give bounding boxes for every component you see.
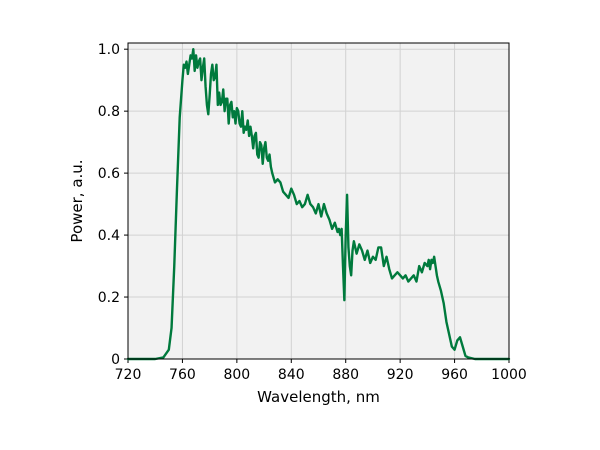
x-tick-label: 880 [332,367,359,383]
y-axis-title: Power, a.u. [68,159,86,242]
x-tick-label: 760 [169,367,196,383]
y-tick-label: 0 [111,352,120,368]
y-tick-label: 0.6 [98,166,120,182]
x-tick-label: 720 [115,367,142,383]
x-tick-label: 840 [278,367,305,383]
plot-area [127,42,510,360]
series-line [126,48,511,361]
y-tick-label: 0.4 [98,228,120,244]
x-tick-label: 920 [387,367,414,383]
y-tick-label: 0.8 [98,104,120,120]
x-tick-label: 800 [223,367,250,383]
y-tick-label: 1.0 [98,42,120,58]
x-tick-label: 1000 [491,367,527,383]
tick-labels: 720 760 800 840 880 920 960 1000 0 0.2 0.4 0.6 0.8 1.… [98,42,527,383]
x-axis-title: Wavelength, nm [257,388,380,406]
plot-border [127,42,510,360]
y-tick-label: 0.2 [98,290,120,306]
x-tick-label: 960 [441,367,468,383]
series-layer [126,48,511,361]
